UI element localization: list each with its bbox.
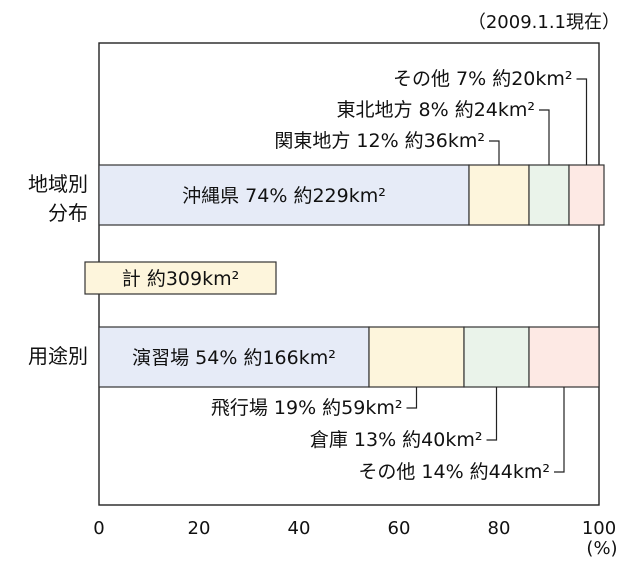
total-box bbox=[84, 261, 277, 295]
leader-line bbox=[406, 387, 418, 409]
leader-line bbox=[554, 387, 565, 473]
x-tick-label: 60 bbox=[388, 518, 411, 539]
bar-segment bbox=[368, 326, 465, 388]
leader-line bbox=[489, 140, 500, 165]
bar-segment bbox=[463, 326, 530, 388]
x-tick-label: 40 bbox=[288, 518, 311, 539]
total-label: 計 約309km² bbox=[122, 268, 239, 290]
leader-line bbox=[576, 78, 588, 165]
row-label: 地域別 bbox=[28, 172, 88, 196]
data-label: 倉庫 13% 約40km² bbox=[310, 429, 483, 451]
chart-note: （2009.1.1現在） bbox=[468, 12, 620, 33]
data-label: 飛行場 19% 約59km² bbox=[211, 397, 403, 419]
row-label: 用途別 bbox=[28, 344, 88, 368]
x-tick-label: 20 bbox=[188, 518, 211, 539]
data-label: 東北地方 8% 約24km² bbox=[336, 99, 535, 121]
x-tick-label: 100 bbox=[582, 518, 616, 539]
bar-segment bbox=[528, 326, 600, 388]
x-tick-label: 80 bbox=[488, 518, 511, 539]
row-label: 分布 bbox=[48, 201, 88, 225]
data-label: 関東地方 12% 約36km² bbox=[274, 130, 485, 152]
data-label: 沖縄県 74% 約229km² bbox=[182, 185, 386, 207]
bar-segment bbox=[98, 326, 370, 388]
data-label: その他 14% 約44km² bbox=[358, 461, 550, 483]
bar-segment bbox=[468, 164, 530, 226]
x-axis-unit: (%) bbox=[586, 538, 617, 559]
data-label: その他 7% 約20km² bbox=[393, 68, 573, 90]
x-tick-label: 0 bbox=[93, 518, 104, 539]
leader-line bbox=[539, 109, 550, 165]
bar-segment bbox=[568, 164, 605, 226]
data-label: 演習場 54% 約166km² bbox=[132, 347, 336, 369]
bar-segment bbox=[528, 164, 570, 226]
bar-segment bbox=[98, 164, 470, 226]
leader-line bbox=[486, 387, 498, 441]
